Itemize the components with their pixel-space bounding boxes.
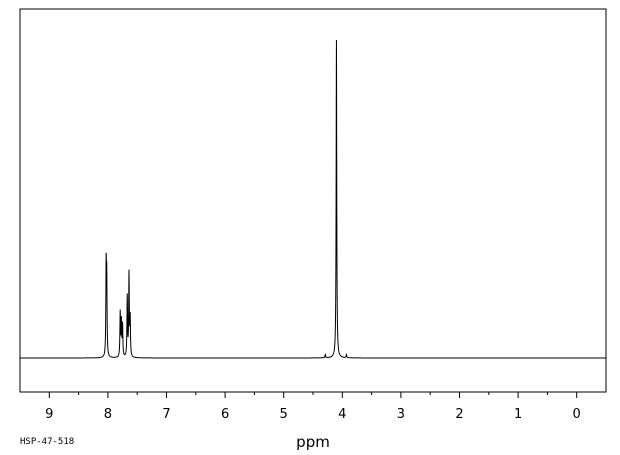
spectrum-id-code: HSP-47-518 [20,437,75,447]
x-axis-title: ppm [296,433,330,451]
x-tick-label: 0 [573,407,581,422]
spectrum-trace [20,39,606,359]
x-tick-label: 7 [162,407,170,422]
plot-frame [19,8,607,393]
x-tick-label: 2 [455,407,463,422]
x-tick-label: 5 [280,407,288,422]
x-tick-label: 1 [514,407,522,422]
x-axis-tick-labels: 9 8 7 6 5 4 3 2 1 0 [45,407,581,422]
x-tick-label: 8 [104,407,112,422]
x-tick-label: 4 [338,407,346,422]
x-tick-label: 9 [45,407,53,422]
x-tick-label: 6 [221,407,229,422]
x-tick-label: 3 [397,407,405,422]
x-axis-ticks [48,392,578,398]
